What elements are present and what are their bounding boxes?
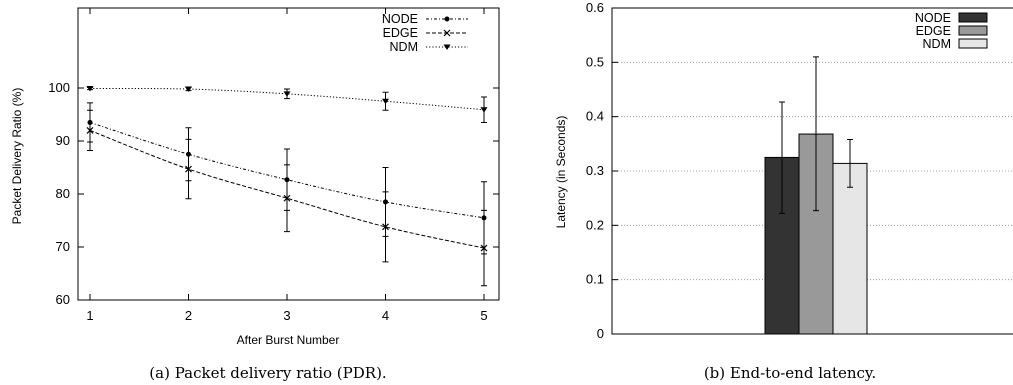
pdr-point (480, 107, 488, 113)
latency-legend-swatch (958, 38, 988, 49)
latency-y-tick-label: 0.5 (586, 54, 604, 69)
pdr-chart: 60 70 80 90 100 1 2 3 4 5 Packet Delivery Ratio … (10, 7, 500, 382)
latency-bar-ndm (832, 162, 868, 335)
pdr-point (185, 165, 192, 173)
pdr-point (480, 244, 488, 252)
pdr-point (185, 86, 192, 93)
pdr-legend-marker (444, 16, 450, 22)
pdr-series-group (86, 86, 488, 287)
pdr-y-tick-label: 100 (48, 80, 70, 95)
latency-legend-label: NDM (923, 37, 951, 51)
latency-bars (764, 56, 868, 335)
latency-y-tick-label: 0 (597, 326, 604, 341)
pdr-legend-label: EDGE (383, 26, 418, 40)
pdr-legend-marker (443, 44, 451, 50)
pdr-legend-marker (443, 29, 451, 37)
pdr-plot-frame (77, 7, 500, 301)
pdr-point (86, 126, 94, 134)
latency-y-tick-label: 0.6 (586, 0, 604, 15)
latency-chart: 0 0.1 0.2 0.3 0.4 0.5 0.6 Latency (in Seconds)… (554, 0, 1013, 382)
pdr-point (283, 91, 291, 97)
latency-y-axis: 0 0.1 0.2 0.3 0.4 0.5 0.6 (586, 0, 618, 341)
latency-plot-frame (611, 7, 1013, 335)
latency-caption: (b) End-to-end latency. (704, 364, 876, 382)
pdr-y-axis-label: Packet Delivery Ratio (%) (10, 88, 24, 225)
pdr-point (382, 98, 389, 105)
pdr-y-tick-label: 90 (56, 133, 70, 148)
pdr-line-edge (89, 129, 485, 249)
latency-error-bar (847, 138, 853, 188)
pdr-x-axis: 1 2 3 4 5 (86, 8, 488, 323)
pdr-y-axis: 60 70 80 90 100 (48, 80, 499, 307)
pdr-legend-label: NDM (390, 40, 418, 54)
pdr-y-tick-label: 70 (56, 239, 70, 254)
pdr-point (86, 86, 94, 92)
latency-legend-label: EDGE (916, 24, 951, 38)
latency-error-bar (779, 101, 785, 214)
pdr-series-edge (86, 109, 488, 287)
latency-gridlines (612, 61, 1013, 281)
pdr-x-axis-label: After Burst Number (237, 333, 340, 347)
pdr-series-ndm (86, 86, 488, 123)
pdr-x-tick-label: 1 (86, 308, 93, 323)
pdr-y-tick-label: 80 (56, 186, 70, 201)
latency-legend-label: NODE (915, 11, 951, 25)
latency-error-bar (813, 56, 819, 212)
latency-legend-swatch (958, 12, 988, 23)
pdr-y-tick-label: 60 (56, 292, 70, 307)
latency-legend-swatch (958, 25, 988, 36)
pdr-x-tick-label: 4 (382, 308, 389, 323)
latency-y-tick-label: 0.4 (586, 109, 604, 124)
latency-y-tick-label: 0.3 (586, 163, 604, 178)
pdr-point (382, 223, 389, 231)
latency-y-axis-label: Latency (in Seconds) (554, 116, 568, 229)
pdr-caption: (a) Packet delivery ratio (PDR). (149, 364, 386, 382)
latency-y-tick-label: 0.2 (586, 217, 604, 232)
latency-y-tick-label: 0.1 (586, 272, 604, 287)
pdr-legend-label: NODE (382, 12, 418, 26)
pdr-x-tick-label: 2 (185, 308, 192, 323)
pdr-point (283, 194, 291, 202)
pdr-x-tick-label: 5 (480, 308, 487, 323)
pdr-x-tick-label: 3 (283, 308, 290, 323)
